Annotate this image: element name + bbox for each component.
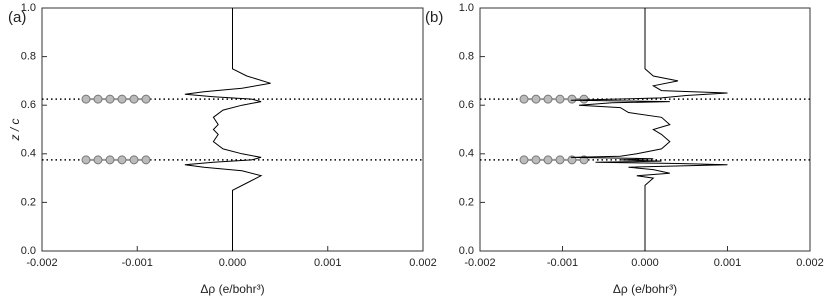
layer-icon-atom <box>117 155 127 165</box>
y-axis-label: z / c <box>8 118 22 141</box>
x-tick-label: 0.002 <box>796 257 824 269</box>
y-tick-label: 0.2 <box>21 196 36 208</box>
layer-icon-atom <box>81 94 91 104</box>
y-tick-label: 0.2 <box>459 196 474 208</box>
layer-icon-atom <box>555 94 565 104</box>
layer-icon-atom <box>93 155 103 165</box>
y-tick-label: 1.0 <box>21 2 36 14</box>
x-tick-label: -0.001 <box>122 257 153 269</box>
y-tick-label: 0.0 <box>459 245 474 257</box>
layer-icon-atom <box>543 155 553 165</box>
x-tick-label: 0.000 <box>631 257 659 269</box>
layer-icon-atom <box>519 94 529 104</box>
layer-icon-atom <box>531 94 541 104</box>
layer-icon-atom <box>519 155 529 165</box>
x-tick-label: 0.002 <box>409 257 437 269</box>
layer-icon-atom <box>579 94 589 104</box>
y-tick-label: 1.0 <box>459 2 474 14</box>
y-tick-label: 0.0 <box>21 245 36 257</box>
layer-icon-atom <box>81 155 91 165</box>
x-tick-label: 0.001 <box>314 257 342 269</box>
x-tick-label: 0.000 <box>219 257 247 269</box>
density-curve <box>570 8 728 251</box>
x-tick-label: -0.002 <box>26 257 57 269</box>
y-tick-label: 0.8 <box>459 51 474 63</box>
layer-icon-atom <box>105 94 115 104</box>
x-axis-label: Δρ (e/bohr³) <box>200 282 264 296</box>
x-tick-label: -0.002 <box>464 257 495 269</box>
y-tick-label: 0.6 <box>459 99 474 111</box>
layer-icon-atom <box>129 155 139 165</box>
y-tick-label: 0.6 <box>21 99 36 111</box>
layer-icon-atom <box>129 94 139 104</box>
density-curve <box>184 8 271 251</box>
layer-icon-atom <box>555 155 565 165</box>
x-tick-label: -0.001 <box>547 257 578 269</box>
layer-icon-atom <box>141 155 151 165</box>
layer-icon-atom <box>141 94 151 104</box>
x-axis-label: Δρ (e/bohr³) <box>613 282 677 296</box>
y-tick-label: 0.8 <box>21 51 36 63</box>
y-tick-label: 0.4 <box>21 148 36 160</box>
layer-icon-atom <box>117 94 127 104</box>
layer-icon-atom <box>543 94 553 104</box>
layer-icon-atom <box>531 155 541 165</box>
layer-icon-atom <box>93 94 103 104</box>
layer-icon-atom <box>105 155 115 165</box>
panel-label: (a) <box>8 9 26 26</box>
y-tick-label: 0.4 <box>459 148 474 160</box>
layer-icon-atom <box>567 94 577 104</box>
x-tick-label: 0.001 <box>714 257 742 269</box>
panel-label: (b) <box>425 9 443 26</box>
